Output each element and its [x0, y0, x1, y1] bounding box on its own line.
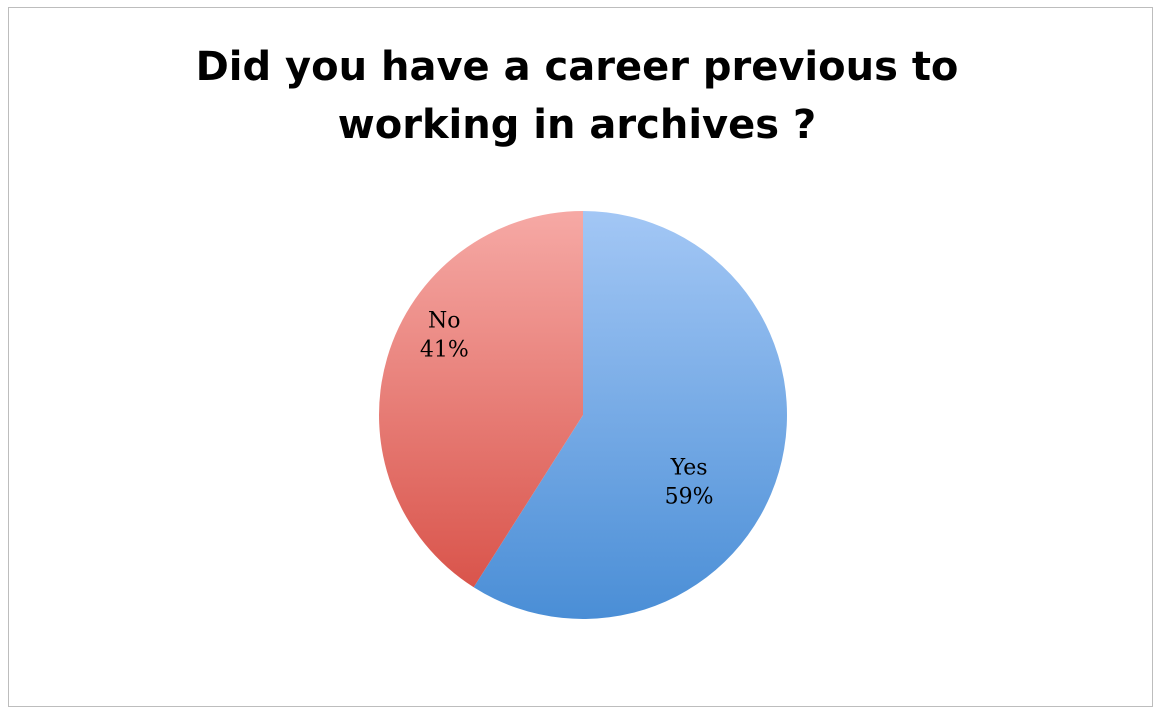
slice-value-yes: 59% — [665, 484, 714, 509]
slice-label-no: No — [428, 309, 461, 334]
pie-chart: Yes 59% No 41% — [379, 210, 788, 620]
chart-title-line-1: Did you have a career previous to — [195, 44, 959, 90]
chart-title: Did you have a career previous to workin… — [0, 38, 1154, 154]
pie-slice-yes — [473, 210, 788, 620]
chart-title-line-2: working in archives ? — [337, 102, 817, 148]
slice-value-no: 41% — [420, 338, 469, 363]
slice-label-yes: Yes — [670, 455, 708, 480]
pie-slice-no — [379, 211, 583, 588]
pie-slices — [379, 210, 788, 620]
pie-labels: Yes 59% No 41% — [420, 309, 714, 510]
